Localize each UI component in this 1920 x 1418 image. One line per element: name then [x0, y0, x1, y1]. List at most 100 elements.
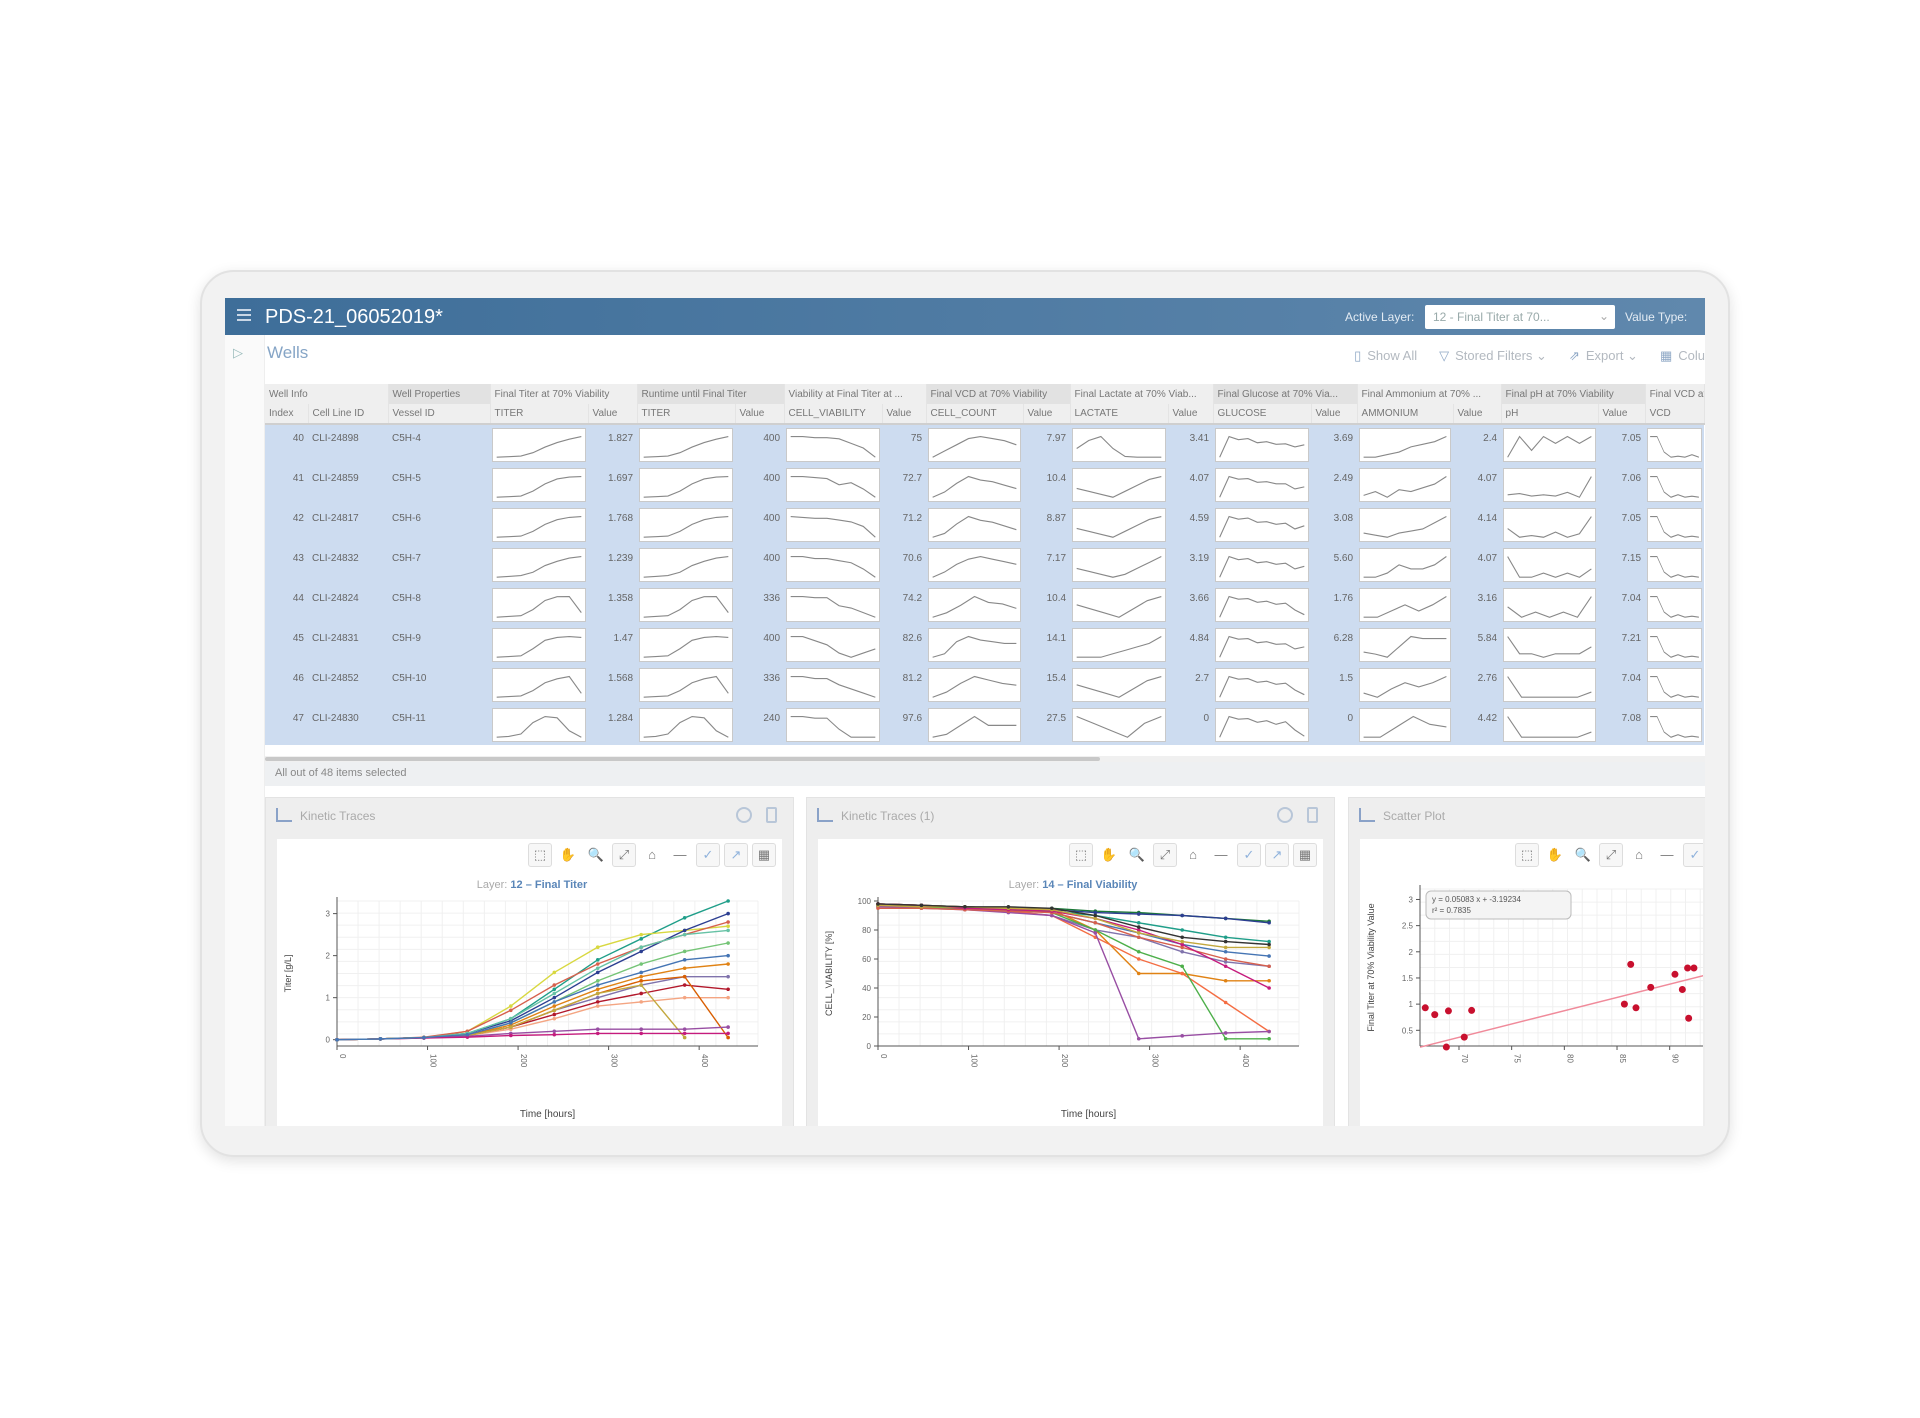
column-header-cell[interactable]: pH — [1501, 404, 1599, 425]
sparkline-cell[interactable] — [637, 465, 736, 505]
select-icon[interactable]: ⬚ — [1069, 843, 1093, 867]
sparkline-cell[interactable] — [1070, 505, 1169, 545]
select-icon[interactable]: ⬚ — [528, 843, 552, 867]
sparkline-cell[interactable] — [1213, 665, 1312, 705]
sparkline-cell[interactable] — [1645, 625, 1705, 665]
delete-icon[interactable] — [766, 807, 777, 823]
settings-icon[interactable] — [1277, 807, 1293, 823]
scrollbar-thumb[interactable] — [265, 757, 1100, 761]
select-icon[interactable]: ⬚ — [1515, 843, 1539, 867]
sparkline-cell[interactable] — [1357, 505, 1454, 545]
sparkline-cell[interactable] — [1645, 465, 1705, 505]
line-icon[interactable]: — — [673, 847, 687, 862]
column-group-header-cell[interactable]: Final Glucose at 70% Via... — [1213, 384, 1358, 404]
sparkline-cell[interactable] — [1645, 545, 1705, 585]
sparkline-cell[interactable] — [1213, 545, 1312, 585]
sparkline-cell[interactable] — [1213, 625, 1312, 665]
sparkline-cell[interactable] — [1213, 465, 1312, 505]
sparkline-cell[interactable] — [1357, 665, 1454, 705]
grid-icon[interactable]: ▦ — [752, 843, 776, 867]
sparkline-cell[interactable] — [1070, 424, 1169, 465]
sparkline-cell[interactable] — [1357, 465, 1454, 505]
sparkline-cell[interactable] — [1213, 585, 1312, 625]
trend-icon[interactable]: ↗ — [1265, 843, 1289, 867]
column-group-header-cell[interactable]: Runtime until Final Titer — [637, 384, 785, 404]
column-group-header-cell[interactable]: Well Info — [265, 384, 389, 404]
column-group-header-cell[interactable]: Viability at Final Titer at ... — [784, 384, 927, 404]
sparkline-cell[interactable] — [1645, 424, 1705, 465]
column-group-header-cell[interactable]: Final Ammonium at 70% ... — [1357, 384, 1502, 404]
column-header-cell[interactable]: Value — [882, 404, 927, 425]
sparkline-cell[interactable] — [1357, 585, 1454, 625]
sparkline-cell[interactable] — [1501, 585, 1599, 625]
sparkline-cell[interactable] — [637, 545, 736, 585]
table-row[interactable]: 43 CLI-24832 C5H-7 1.239 400 70.6 7.17 3.19 5.60… — [265, 545, 1705, 585]
sparkline-cell[interactable] — [637, 625, 736, 665]
show-all-button[interactable]: ▯ Show All — [1354, 348, 1417, 364]
sparkline-cell[interactable] — [1070, 465, 1169, 505]
sparkline-cell[interactable] — [637, 424, 736, 465]
reset-icon[interactable]: ⌂ — [648, 847, 656, 862]
column-group-header-cell[interactable]: Well Properties — [388, 384, 491, 404]
table-row[interactable]: 45 CLI-24831 C5H-9 1.47 400 82.6 14.1 4.84 6.28 5… — [265, 625, 1705, 665]
column-group-header-cell[interactable]: Final VCD at... — [1645, 384, 1705, 404]
sparkline-cell[interactable] — [1645, 505, 1705, 545]
menu-icon[interactable] — [237, 309, 251, 321]
active-layer-select[interactable]: 12 - Final Titer at 70... ⌄ — [1425, 305, 1615, 329]
sparkline-cell[interactable] — [784, 585, 883, 625]
table-row[interactable]: 40 CLI-24898 C5H-4 1.827 400 75 7.97 3.41 3.69 2.… — [265, 424, 1705, 465]
reset-icon[interactable]: ⌂ — [1635, 847, 1643, 862]
table-row[interactable]: 46 CLI-24852 C5H-10 1.568 336 81.2 15.4 2.7 1.5 2… — [265, 665, 1705, 705]
column-header-cell[interactable]: VCD — [1645, 404, 1705, 425]
column-header-cell[interactable]: CELL_VIABILITY — [784, 404, 883, 425]
sparkline-cell[interactable] — [1357, 705, 1454, 745]
table-row[interactable]: 47 CLI-24830 C5H-11 1.284 240 97.6 27.5 0 0 4.42 7… — [265, 705, 1705, 745]
sparkline-cell[interactable] — [490, 545, 589, 585]
column-header-cell[interactable]: TITER — [490, 404, 589, 425]
sparkline-cell[interactable] — [784, 705, 883, 745]
sparkline-cell[interactable] — [926, 465, 1024, 505]
column-header-cell[interactable]: Value — [1453, 404, 1502, 425]
sparkline-cell[interactable] — [1501, 665, 1599, 705]
columns-button[interactable]: ▦ Colu — [1660, 348, 1705, 364]
column-header-cell[interactable]: Vessel ID — [388, 404, 491, 425]
column-header-cell[interactable]: GLUCOSE — [1213, 404, 1312, 425]
sparkline-cell[interactable] — [490, 465, 589, 505]
column-group-header-cell[interactable]: Final pH at 70% Viability — [1501, 384, 1646, 404]
sparkline-cell[interactable] — [1501, 545, 1599, 585]
zoom-box-icon[interactable]: ⤢ — [1153, 843, 1177, 867]
horizontal-scrollbar[interactable] — [265, 756, 1705, 762]
column-header-cell[interactable]: Index — [265, 404, 309, 425]
sparkline-cell[interactable] — [1501, 465, 1599, 505]
sparkline-cell[interactable] — [1070, 705, 1169, 745]
stored-filters-button[interactable]: ▽ Stored Filters ⌄ — [1439, 348, 1547, 363]
sparkline-cell[interactable] — [490, 505, 589, 545]
column-header-cell[interactable]: LACTATE — [1070, 404, 1169, 425]
sparkline-cell[interactable] — [490, 424, 589, 465]
table-row[interactable]: 41 CLI-24859 C5H-5 1.697 400 72.7 10.4 4.07 2.49… — [265, 465, 1705, 505]
sparkline-cell[interactable] — [1070, 585, 1169, 625]
sparkline-cell[interactable] — [926, 625, 1024, 665]
pan-icon[interactable]: ✋ — [1546, 847, 1564, 862]
zoom-box-icon[interactable]: ⤢ — [1599, 843, 1623, 867]
check-icon[interactable]: ✓ — [1237, 843, 1261, 867]
line-icon[interactable]: — — [1660, 847, 1674, 862]
expand-panel-icon[interactable]: ▷ — [233, 345, 243, 360]
sparkline-cell[interactable] — [637, 505, 736, 545]
sparkline-cell[interactable] — [1357, 625, 1454, 665]
column-group-header-cell[interactable]: Final Lactate at 70% Viab... — [1070, 384, 1214, 404]
sparkline-cell[interactable] — [1070, 665, 1169, 705]
sparkline-cell[interactable] — [926, 705, 1024, 745]
check-icon[interactable]: ✓ — [1683, 843, 1703, 867]
sparkline-cell[interactable] — [1213, 424, 1312, 465]
pan-icon[interactable]: ✋ — [559, 847, 577, 862]
sparkline-cell[interactable] — [1501, 424, 1599, 465]
sparkline-cell[interactable] — [1645, 585, 1705, 625]
sparkline-cell[interactable] — [490, 705, 589, 745]
sparkline-cell[interactable] — [1070, 625, 1169, 665]
column-header-cell[interactable]: Value — [588, 404, 638, 425]
sparkline-cell[interactable] — [1070, 545, 1169, 585]
line-icon[interactable]: — — [1214, 847, 1228, 862]
sparkline-cell[interactable] — [784, 465, 883, 505]
column-header-cell[interactable]: Value — [1311, 404, 1358, 425]
